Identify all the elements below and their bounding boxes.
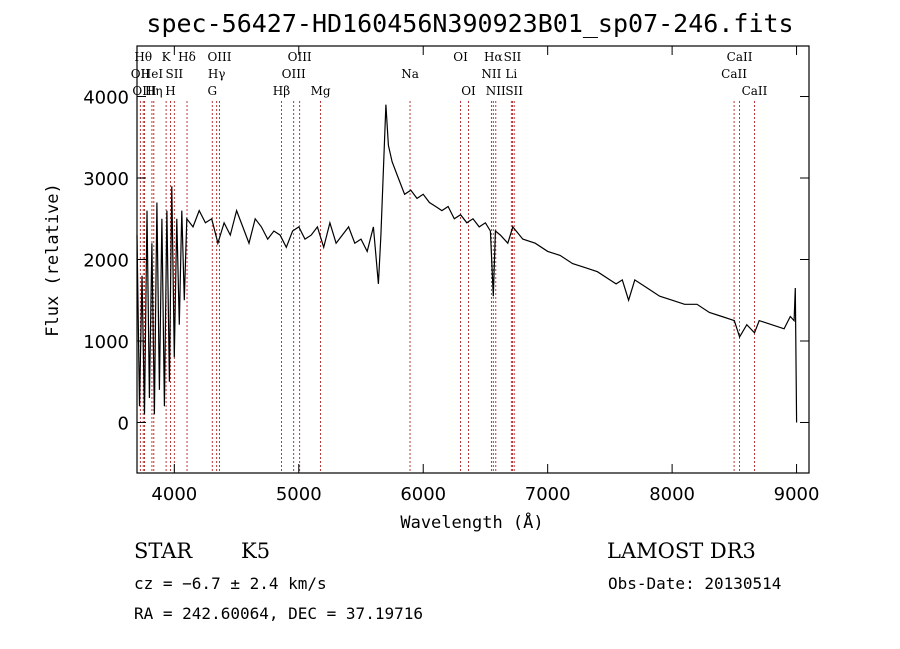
ra-dec: RA = 242.60064, DEC = 37.19716 xyxy=(134,604,423,623)
y-tick-label: 1000 xyxy=(83,332,129,353)
spectral-line-label: H xyxy=(165,84,175,98)
spectral-line-label: Hθ xyxy=(134,50,152,64)
spectral-line-label: K xyxy=(162,50,172,64)
spectral-line-label: G xyxy=(207,84,217,98)
y-tick-label: 4000 xyxy=(83,88,129,109)
spectral-line-label: NII xyxy=(486,84,506,98)
object-class: STAR xyxy=(134,539,193,563)
y-tick-label: 0 xyxy=(118,413,129,434)
spectral-line-label: OIII xyxy=(207,50,231,64)
spectral-line-label: SII xyxy=(505,84,523,98)
spectral-line-label: OI xyxy=(453,50,468,64)
spectral-line-label: CaII xyxy=(721,67,747,81)
y-axis-label: Flux (relative) xyxy=(43,183,63,337)
x-tick-label: 5000 xyxy=(276,484,322,505)
spectral-line-label: Hγ xyxy=(208,67,226,81)
spectral-line-label: OI xyxy=(461,84,476,98)
spectral-line-label: HeI xyxy=(141,67,164,81)
spectral-line-label: OIII xyxy=(288,50,312,64)
spectral-line-label: CaII xyxy=(742,84,768,98)
x-tick-label: 7000 xyxy=(525,484,571,505)
survey-name: LAMOST DR3 xyxy=(607,539,756,563)
spectral-line-label: Li xyxy=(505,67,517,81)
spectral-line-label: Na xyxy=(401,67,419,81)
spectral-subclass: K5 xyxy=(241,539,270,563)
y-tick-label: 3000 xyxy=(83,169,129,190)
chart-title: spec-56427-HD160456N390923B01_sp07-246.f… xyxy=(146,9,793,38)
spectral-line-label: OIII xyxy=(282,67,306,81)
spectral-line-label: Hα xyxy=(484,50,503,64)
axis-ticks: 4000 5000 6000 7000 8000 9000 0 1000 2000 3000 400… xyxy=(83,46,819,505)
spectral-line-label: SII xyxy=(165,67,183,81)
spectral-line-label: OII xyxy=(131,67,151,81)
x-tick-label: 4000 xyxy=(151,484,197,505)
x-tick-label: 6000 xyxy=(400,484,446,505)
plot-frame xyxy=(136,45,810,474)
spectral-line-label: Mg xyxy=(311,84,331,98)
x-axis-label: Wavelength (Å) xyxy=(400,511,543,533)
y-tick-label: 2000 xyxy=(83,251,129,272)
obs-date: Obs-Date: 20130514 xyxy=(608,574,781,593)
spectral-line-label: NII xyxy=(481,67,501,81)
spectral-line-label: Hδ xyxy=(178,50,196,64)
spectral-line-label: Hβ xyxy=(273,84,290,98)
spectrum-series-line xyxy=(136,104,798,423)
x-tick-label: 9000 xyxy=(774,484,820,505)
spectral-line-label: OIII xyxy=(132,84,156,98)
x-tick-label: 8000 xyxy=(649,484,695,505)
redshift-cz: cz = −6.7 ± 2.4 km/s xyxy=(134,574,327,593)
spectral-line-label: Hη xyxy=(145,84,163,98)
spectral-line-label: SII xyxy=(504,50,522,64)
spectral-line-label: CaII xyxy=(727,50,753,64)
